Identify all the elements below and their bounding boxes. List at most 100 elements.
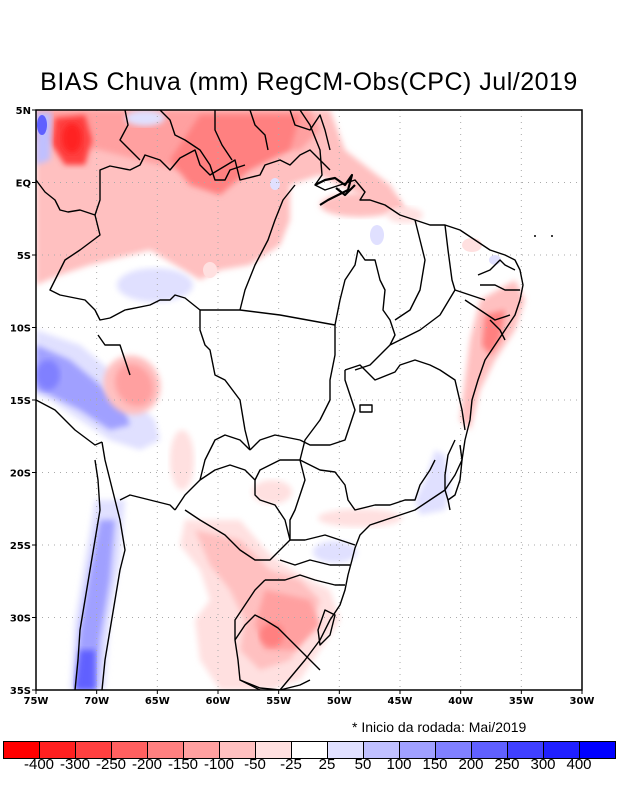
border-suriname (249, 110, 269, 151)
colorbar-swatch (544, 742, 580, 758)
border-argentina-brazil (234, 579, 266, 690)
bias-region-rs-red-core (260, 623, 284, 647)
grid-lines (36, 110, 582, 690)
x-tick-label: 75W (24, 696, 49, 707)
bias-region-bolivia-red-core (114, 363, 154, 407)
coastline-maranhao-detail (314, 173, 356, 206)
y-tick-label: EQ (16, 179, 31, 190)
x-tick-label: 70W (84, 696, 109, 707)
border-to-maranhao (357, 249, 396, 346)
colorbar-label: -150 (167, 756, 199, 773)
colorbar-label: -300 (59, 756, 91, 773)
border-peru-chile (36, 399, 103, 446)
y-tick-label: 35S (10, 686, 31, 697)
border-mg-sp (299, 459, 436, 511)
border-frguiana (289, 110, 331, 151)
colorbar-label: 400 (566, 756, 592, 773)
colorbar-label: 50 (354, 756, 372, 773)
bias-region-colombia-core (62, 123, 82, 153)
bias-region-north-blue (125, 110, 165, 126)
border-ms-sp (289, 459, 306, 540)
colorbar-swatch (328, 742, 364, 758)
colorbar-label: -400 (23, 756, 55, 773)
border-mt-ms (249, 434, 301, 451)
border-paraguay (174, 464, 291, 561)
colorbar-swatch (256, 742, 292, 758)
colorbar-swatch (220, 742, 256, 758)
colorbar-swatch (508, 742, 544, 758)
border-amazonas-mt (200, 309, 336, 326)
border-guyana (214, 110, 233, 161)
bias-field (36, 110, 525, 690)
border-acre-bolivia (109, 294, 251, 451)
border-ne-states (464, 259, 520, 341)
bias-region-nw-blue-core (37, 115, 47, 135)
colorbar-swatch (292, 742, 328, 758)
bias-region-para-blue (370, 225, 384, 245)
border-bolivia-chile (101, 441, 126, 690)
x-tick-label: 45W (388, 696, 413, 707)
bias-region-chile-blue-mid (75, 520, 115, 690)
coastline-north (279, 110, 524, 690)
x-tick-label: 55W (266, 696, 291, 707)
colorbar-swatch (76, 742, 112, 758)
y-tick-label: 5S (17, 251, 31, 262)
border-bahia-mg (344, 359, 466, 431)
y-axis: 5N EQ 5S 10S 15S 20S 25S 30S 35S (10, 106, 36, 697)
border-para-to (334, 249, 359, 326)
border-sc-rs (265, 574, 345, 586)
colorbar-label: 200 (458, 756, 484, 773)
bias-region-parana-blue (313, 541, 357, 563)
border-mg-es (444, 439, 463, 511)
border-venezuela (159, 110, 246, 181)
colorbar-swatch (400, 742, 436, 758)
colorbar-swatch (148, 742, 184, 758)
x-tick-label: 50W (327, 696, 352, 707)
colorbar-label: 150 (422, 756, 448, 773)
colorbar-labels: -400 -300 -250 -200 -150 -100 -50 -25 25 50 100 150… (0, 756, 618, 778)
bias-region-amapa-blue (270, 178, 280, 190)
x-tick-label: 60W (206, 696, 231, 707)
border-df (359, 404, 373, 413)
bias-region-sp-red (318, 509, 402, 527)
y-tick-label: 10S (10, 324, 31, 335)
bias-region-para-coast-red (320, 193, 400, 217)
border-to-bahia (354, 344, 391, 371)
colorbar-label: 300 (530, 756, 556, 773)
colorbar-label: 250 (494, 756, 520, 773)
x-tick-label: 65W (145, 696, 170, 707)
border-bolivia-paraguay-east (199, 434, 251, 481)
border-peru-bolivia (97, 334, 131, 376)
colorbar-label: -25 (280, 756, 302, 773)
colorbar-swatch (112, 742, 148, 758)
bias-region-mg-blue (415, 450, 450, 515)
bias-region-ms-red (252, 480, 292, 504)
bias-region-north-red-strong (170, 115, 300, 195)
colorbar-label: -50 (244, 756, 266, 773)
y-tick-label: 5N (16, 106, 31, 117)
bias-region-chile-blue-strong (75, 650, 95, 690)
border-rs-uruguay (234, 614, 321, 671)
colorbar-swatch (4, 742, 40, 758)
bias-region-ne-coast-red-core (482, 310, 505, 355)
fernando-de-noronha-dot (534, 235, 536, 237)
chart-title: BIAS Chuva (mm) RegCM-Obs(CPC) Jul/2019 (40, 68, 578, 96)
country-state-boundaries (36, 110, 524, 690)
colorbar (3, 741, 616, 759)
border-piaui-bahia (389, 289, 486, 346)
map-plot: 75W 70W 65W 60W 55W 50W 45W 40W 35W 30W 5N EQ 5S 10S… (10, 106, 595, 707)
border-chile-coast (74, 459, 101, 690)
bias-region-acre-blue (117, 268, 193, 302)
colorbar-swatch (184, 742, 220, 758)
bias-region-chaco-red (170, 430, 194, 490)
y-tick-label: 25S (10, 541, 31, 552)
border-amazonas-para (239, 184, 296, 311)
border-maranhao-piaui (394, 219, 426, 321)
border-go-mg (299, 370, 356, 446)
border-uruguay-coast (239, 679, 311, 690)
x-tick-label: 30W (570, 696, 595, 707)
y-tick-label: 20S (10, 469, 31, 480)
colorbar-swatch (436, 742, 472, 758)
bias-region-andes-blue-core (36, 360, 60, 390)
colorbar-label: 100 (386, 756, 412, 773)
